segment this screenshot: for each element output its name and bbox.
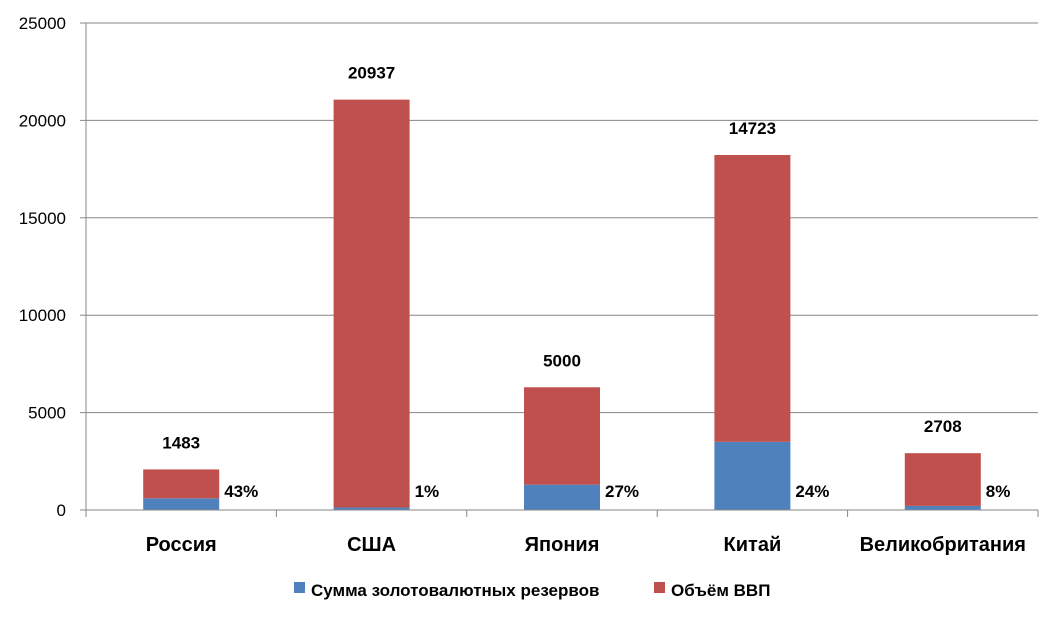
y-tick-label: 0 <box>57 501 66 520</box>
total-label: 2708 <box>924 417 962 436</box>
category-label: Великобритания <box>860 534 1026 556</box>
bar-gdp <box>714 155 791 442</box>
legend-label-reserves: Сумма золотовалютных резервов <box>311 581 599 600</box>
data-labels: 1483 43% 20937 1% 5000 27% 14723 24% 2708 8% <box>162 64 1010 501</box>
y-tick-label: 15000 <box>19 209 66 228</box>
category-label: Россия <box>146 534 217 556</box>
bar-reserves <box>333 507 410 510</box>
y-tick-label: 25000 <box>19 14 66 33</box>
legend[interactable]: Сумма золотовалютных резервов Объём ВВП <box>294 581 770 600</box>
bar-reserves <box>904 505 981 510</box>
total-label: 5000 <box>543 351 581 370</box>
category-label: США <box>347 534 396 556</box>
gridlines <box>86 22 1038 414</box>
bar-reserves <box>524 484 600 510</box>
legend-swatch-gdp <box>654 582 665 593</box>
legend-label-gdp: Объём ВВП <box>671 581 770 600</box>
bar-gdp <box>524 387 600 485</box>
total-label: 14723 <box>729 119 776 138</box>
axes <box>80 22 1039 517</box>
category-label: Япония <box>525 534 600 556</box>
percent-label: 1% <box>415 482 440 501</box>
bar-gdp <box>333 99 410 508</box>
y-tick-label: 5000 <box>28 404 66 423</box>
category-label: Китай <box>724 534 782 556</box>
bar-reserves <box>143 498 220 510</box>
bar-gdp <box>143 469 220 499</box>
percent-label: 27% <box>605 482 639 501</box>
y-axis-ticks: 0 5000 10000 15000 20000 25000 <box>19 14 66 520</box>
percent-label: 8% <box>986 482 1011 501</box>
percent-label: 43% <box>224 482 258 501</box>
bar-gdp <box>904 453 981 506</box>
bar-reserves <box>714 441 791 510</box>
legend-swatch-reserves <box>294 582 305 593</box>
x-axis-categories: Россия США Япония Китай Великобритания <box>146 534 1026 556</box>
bars <box>143 99 981 510</box>
percent-label: 24% <box>795 482 829 501</box>
total-label: 20937 <box>348 64 395 83</box>
y-tick-label: 20000 <box>19 111 66 130</box>
total-label: 1483 <box>162 433 200 452</box>
y-tick-label: 10000 <box>19 306 66 325</box>
